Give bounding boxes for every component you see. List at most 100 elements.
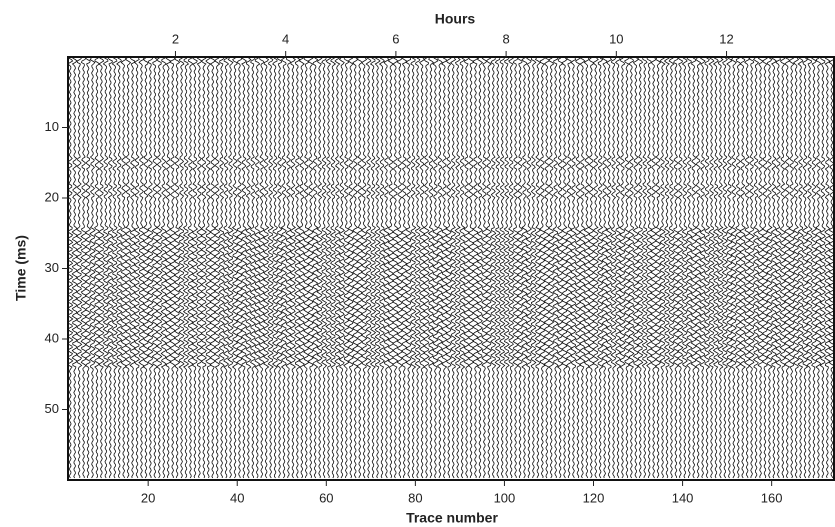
trace <box>770 57 777 479</box>
trace <box>739 57 746 479</box>
trace <box>530 57 537 479</box>
trace <box>436 57 443 479</box>
trace <box>588 57 595 479</box>
x2-axis-title: Hours <box>435 11 476 27</box>
trace <box>249 57 256 478</box>
trace <box>111 57 118 479</box>
x-tick-label: 60 <box>319 490 333 505</box>
trace <box>151 57 158 479</box>
y-tick-label: 10 <box>45 119 59 134</box>
trace <box>236 57 243 479</box>
trace <box>681 57 688 479</box>
trace <box>200 57 207 479</box>
trace <box>223 57 230 479</box>
trace <box>432 57 439 479</box>
trace <box>441 57 448 479</box>
trace <box>801 57 809 479</box>
trace <box>147 57 154 479</box>
trace <box>490 57 497 479</box>
trace <box>214 57 221 479</box>
trace <box>84 57 92 479</box>
trace <box>196 57 203 479</box>
trace <box>459 57 466 479</box>
trace <box>254 57 261 479</box>
trace <box>160 57 167 479</box>
trace <box>316 57 323 479</box>
trace <box>209 57 216 479</box>
trace <box>276 57 283 479</box>
trace <box>383 57 390 479</box>
x-tick-label: 120 <box>583 490 605 505</box>
trace <box>71 57 78 479</box>
x-tick-label: 40 <box>230 490 244 505</box>
trace <box>227 57 234 479</box>
x-axis-title: Trace number <box>406 510 498 526</box>
x-tick-label: 160 <box>761 490 783 505</box>
trace <box>508 57 515 479</box>
trace <box>810 57 818 479</box>
trace <box>191 57 199 479</box>
trace <box>156 57 163 479</box>
trace <box>623 57 631 479</box>
trace <box>271 57 279 479</box>
trace <box>610 57 617 479</box>
y-tick-label: 40 <box>45 330 59 345</box>
trace <box>748 57 755 479</box>
trace <box>686 57 693 479</box>
trace <box>614 57 622 479</box>
trace <box>467 57 475 479</box>
trace <box>793 57 800 479</box>
trace <box>703 57 711 479</box>
trace <box>637 57 644 479</box>
trace <box>592 57 599 479</box>
trace <box>717 57 724 479</box>
trace <box>182 57 190 479</box>
trace <box>387 57 395 479</box>
trace <box>672 57 679 479</box>
trace <box>329 57 337 479</box>
trace <box>708 57 715 479</box>
trace <box>125 57 132 479</box>
trace <box>659 57 666 479</box>
trace <box>267 57 274 479</box>
trace <box>378 57 386 479</box>
trace <box>374 57 381 479</box>
x2-tick-label: 4 <box>282 31 289 46</box>
trace <box>824 57 831 479</box>
trace <box>285 57 292 479</box>
trace <box>67 57 74 479</box>
trace <box>93 57 101 479</box>
trace <box>178 57 185 479</box>
trace <box>583 57 590 479</box>
trace <box>361 57 368 479</box>
trace <box>418 57 426 479</box>
trace <box>565 57 573 479</box>
trace <box>730 57 737 479</box>
trace <box>307 57 314 479</box>
trace <box>601 57 608 479</box>
plot-frame <box>67 56 835 481</box>
trace <box>218 57 225 479</box>
trace <box>102 57 109 479</box>
trace <box>205 57 212 479</box>
trace <box>472 57 479 479</box>
trace <box>240 57 248 479</box>
trace <box>819 57 826 479</box>
trace <box>552 57 559 479</box>
trace <box>280 57 288 479</box>
trace <box>294 57 301 479</box>
trace <box>619 57 626 479</box>
x2-tick-label: 6 <box>392 31 399 46</box>
trace <box>561 57 568 479</box>
trace <box>668 57 675 479</box>
trace <box>695 57 702 479</box>
x2-tick-label: 10 <box>609 31 623 46</box>
trace <box>690 57 697 479</box>
trace <box>454 57 461 479</box>
x-tick-label: 80 <box>408 490 422 505</box>
x2-tick-label: 2 <box>172 31 179 46</box>
trace <box>263 57 270 479</box>
trace <box>89 57 96 479</box>
trace <box>481 57 488 479</box>
